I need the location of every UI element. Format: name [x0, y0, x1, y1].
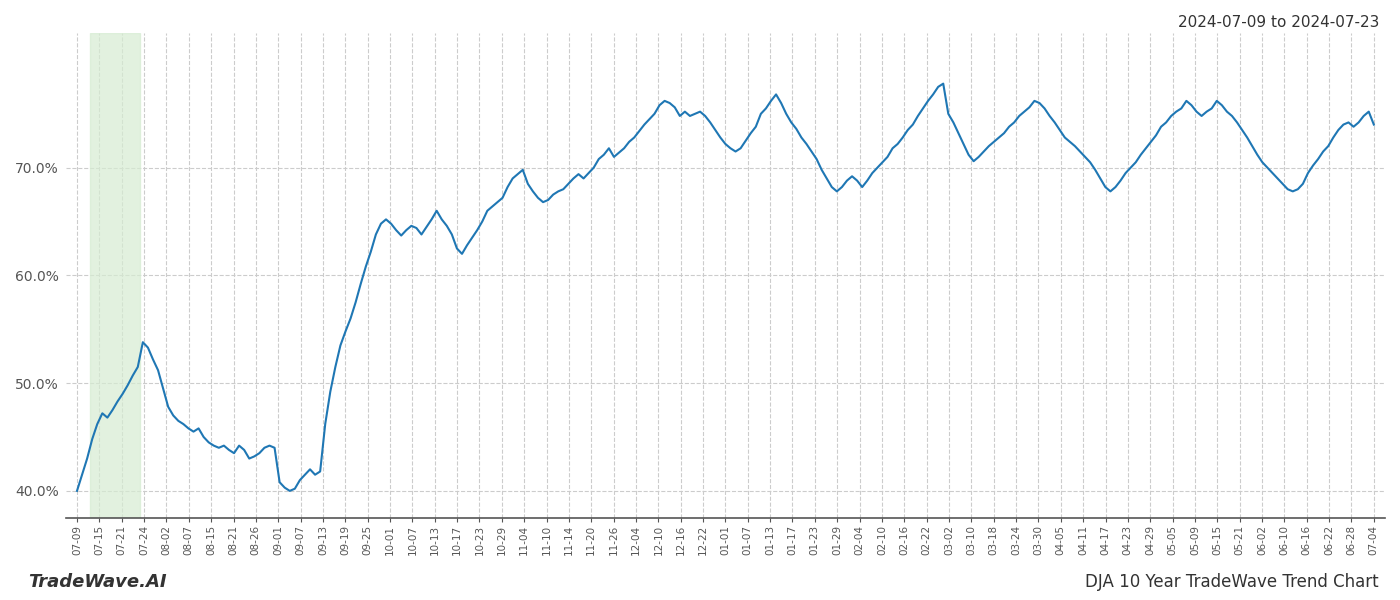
Text: 2024-07-09 to 2024-07-23: 2024-07-09 to 2024-07-23 [1177, 15, 1379, 30]
Bar [91, 33, 140, 518]
Text: DJA 10 Year TradeWave Trend Chart: DJA 10 Year TradeWave Trend Chart [1085, 573, 1379, 591]
Text: TradeWave.AI: TradeWave.AI [28, 573, 167, 591]
